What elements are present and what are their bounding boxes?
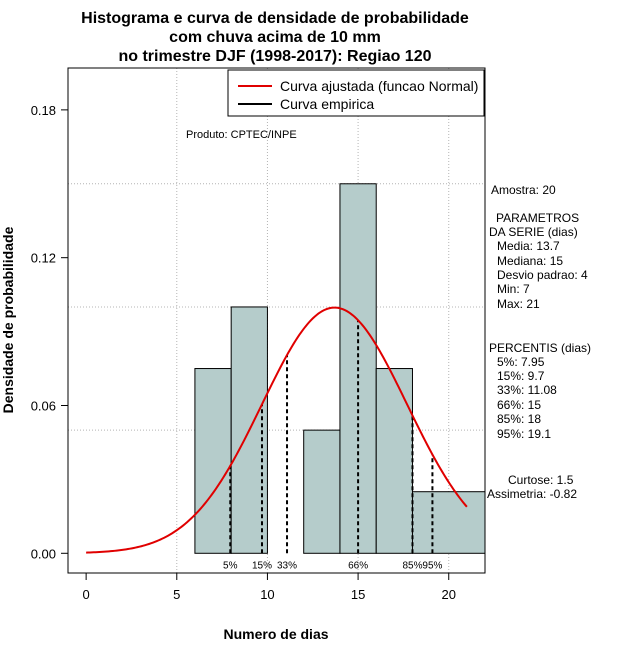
parameters-title: PARAMETROS — [496, 211, 579, 225]
percentile-label-5: 95% — [422, 560, 442, 571]
param-max: Max: 21 — [497, 297, 540, 311]
percentile-label-3: 66% — [348, 560, 368, 571]
y-tick-label-2: 0.12 — [31, 251, 56, 266]
param-mean: Media: 13.7 — [497, 239, 560, 253]
percentile-33: 33%: 11.08 — [497, 383, 557, 397]
legend-label-fit: Curva ajustada (funcao Normal) — [280, 78, 478, 94]
chart-title-line-3: no trimestre DJF (1998-2017): Regiao 120 — [118, 48, 431, 65]
y-tick-label-3: 0.18 — [31, 103, 56, 118]
param-median: Mediana: 15 — [497, 254, 563, 268]
histogram-bar-2 — [303, 429, 341, 554]
percentile-95: 95%: 19.1 — [497, 427, 551, 441]
parameters-subtitle: DA SERIE (dias) — [489, 225, 578, 239]
percentile-label-4: 85% — [402, 560, 422, 571]
x-tick-label-5: 5 — [173, 587, 180, 602]
kurtosis: Curtose: 1.5 — [508, 473, 574, 487]
y-tick-label-1: 0.06 — [31, 398, 56, 413]
percentiles-title: PERCENTIS (dias) — [489, 341, 591, 355]
param-min: Min: 7 — [497, 282, 530, 296]
x-tick-label-15: 15 — [351, 587, 365, 602]
side-panel: Amostra: 20 PARAMETROS DA SERIE (dias) M… — [487, 183, 591, 501]
chart-title-line-1: Histograma e curva de densidade de proba… — [81, 10, 469, 27]
x-axis-label: Numero de dias — [223, 626, 328, 642]
plot-frame — [67, 67, 486, 574]
x-tick-label-20: 20 — [442, 587, 456, 602]
bar-layer — [194, 183, 486, 554]
y-axis-label: Densidade de probabilidade — [0, 226, 16, 413]
normal-fit-curve — [86, 306, 468, 554]
percentile-label-2: 33% — [277, 560, 297, 571]
product-note: Produto: CPTEC/INPE — [186, 129, 297, 141]
percentile-5: 5%: 7.95 — [497, 355, 545, 369]
percentile-label-0: 5% — [223, 560, 238, 571]
sample-size: Amostra: 20 — [491, 183, 556, 197]
percentile-label-layer: 5% 15% 33% 66% 85% 95% — [223, 560, 442, 571]
percentile-85: 85%: 18 — [497, 412, 541, 426]
percentile-line-layer — [229, 320, 434, 554]
axis-layer: 0 5 10 15 20 0.00 0.06 0.12 0.18 — [31, 103, 456, 602]
param-stdev: Desvio padrao: 4 — [497, 268, 588, 282]
histogram-bar-5 — [411, 491, 486, 554]
y-tick-label-0: 0.00 — [31, 546, 56, 561]
x-tick-label-0: 0 — [83, 587, 90, 602]
legend-box — [227, 69, 485, 117]
histogram-bar-4 — [375, 368, 413, 554]
legend: Curva ajustada (funcao Normal) Curva emp… — [227, 69, 485, 117]
curve-layer — [86, 306, 468, 554]
percentile-label-1: 15% — [252, 560, 272, 571]
legend-label-empirical: Curva empirica — [280, 96, 374, 112]
x-tick-label-10: 10 — [260, 587, 274, 602]
histogram-bar-0 — [194, 368, 232, 554]
percentile-15: 15%: 9.7 — [497, 369, 545, 383]
skewness: Assimetria: -0.82 — [487, 487, 577, 501]
percentile-66: 66%: 15 — [497, 398, 541, 412]
chart-title-line-2: com chuva acima de 10 mm — [169, 29, 381, 46]
